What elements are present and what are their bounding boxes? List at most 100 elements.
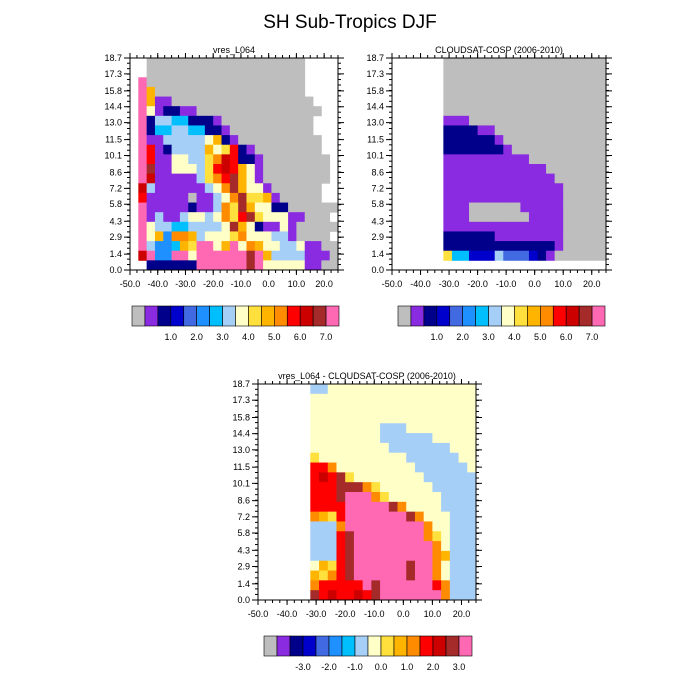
x-tick-label: 0.0 <box>262 279 275 289</box>
heatmap-cell <box>554 96 564 107</box>
heatmap-cell <box>296 154 306 165</box>
x-tick-label: 10.0 <box>554 279 572 289</box>
heatmap-cell <box>154 164 164 175</box>
heatmap-cell <box>554 173 564 184</box>
heatmap-cell <box>571 241 581 252</box>
colorbar-swatch <box>286 305 301 327</box>
heatmap-cell <box>288 183 297 194</box>
heatmap-cell <box>221 241 231 252</box>
colorbar: 1.0 2.0 3.0 4.0 5.0 6.0 7.0 <box>131 305 340 342</box>
heatmap-cell <box>321 212 331 223</box>
heatmap-cell <box>537 183 547 194</box>
heatmap-cell <box>388 570 398 581</box>
heatmap-cell <box>313 221 322 232</box>
y-tick-label: 0.0 <box>109 265 122 275</box>
heatmap-cell <box>196 96 206 107</box>
heatmap-cell <box>229 77 239 88</box>
heatmap-cell <box>196 86 206 97</box>
heatmap-cell <box>554 86 564 97</box>
heatmap-cell <box>279 77 289 88</box>
heatmap-cell <box>288 250 297 261</box>
heatmap-cell <box>494 221 504 232</box>
heatmap-cell <box>138 221 148 232</box>
heatmap-cell <box>163 58 172 69</box>
heatmap-cell <box>441 452 451 463</box>
heatmap-cell <box>271 125 281 136</box>
heatmap-cell <box>588 125 598 136</box>
heatmap-cell <box>254 125 264 136</box>
heatmap-cell <box>321 260 331 271</box>
heatmap-cell <box>163 221 172 232</box>
heatmap-cell <box>154 86 164 97</box>
colorbar-swatch <box>144 305 159 327</box>
heatmap-cell <box>563 192 573 203</box>
heatmap-cell <box>406 580 416 591</box>
x-tick-label: -20.0 <box>467 279 488 289</box>
heatmap-cell <box>469 154 478 165</box>
colorbar-swatch <box>341 635 356 657</box>
heatmap-cell <box>221 221 231 232</box>
heatmap-cell <box>380 590 390 601</box>
heatmap-cell <box>486 67 496 78</box>
heatmap-cell <box>397 452 407 463</box>
heatmap-cell <box>580 173 590 184</box>
heatmap-cell <box>432 570 442 581</box>
heatmap-cell <box>406 423 416 434</box>
heatmap-cell <box>388 511 398 522</box>
heatmap-cell <box>319 550 329 562</box>
heatmap-cell <box>546 58 556 69</box>
heatmap-cell <box>588 183 598 194</box>
heatmap-cell <box>154 241 164 252</box>
heatmap-cell <box>528 173 538 184</box>
heatmap-cell <box>441 570 451 581</box>
colorbar-label: 4.0 <box>242 332 255 342</box>
heatmap-cell <box>460 144 470 155</box>
heatmap-cell <box>546 231 556 242</box>
heatmap-cell <box>271 96 281 107</box>
heatmap-cell <box>571 77 581 88</box>
heatmap-cell <box>537 241 547 252</box>
heatmap-cell <box>154 260 164 271</box>
heatmap-cell <box>304 125 314 136</box>
heatmap-cell <box>271 250 281 261</box>
heatmap-cell <box>296 96 306 107</box>
y-tick-label: 13.0 <box>104 118 122 128</box>
heatmap-cell <box>460 125 470 136</box>
colorbar-swatch <box>406 635 421 657</box>
heatmap-cell <box>321 164 331 175</box>
heatmap-cell <box>221 125 231 136</box>
heatmap-cell <box>188 202 197 213</box>
heatmap-cell <box>163 183 172 194</box>
heatmap-cell <box>310 433 320 444</box>
heatmap-cell <box>154 115 164 126</box>
heatmap-cell <box>163 202 172 213</box>
heatmap-cell <box>486 58 496 69</box>
heatmap-cell <box>467 521 477 532</box>
heatmap-cell <box>263 106 272 117</box>
heatmap-cell <box>571 67 581 78</box>
heatmap-cell <box>271 58 281 69</box>
heatmap-cell <box>469 192 478 203</box>
heatmap-cell <box>345 531 355 542</box>
heatmap-cell <box>503 183 513 194</box>
heatmap-cell <box>477 164 487 175</box>
heatmap-cell <box>371 384 381 395</box>
heatmap-cell <box>188 241 197 252</box>
heatmap-cell <box>503 135 513 146</box>
heatmap-cell <box>345 541 355 552</box>
heatmap-cell <box>171 154 181 165</box>
heatmap-cell <box>467 570 477 581</box>
heatmap-cell <box>238 231 247 242</box>
heatmap-cell <box>597 86 607 97</box>
heatmap-cell <box>563 154 573 165</box>
heatmap-cell <box>319 393 329 405</box>
heatmap-cell <box>451 212 461 223</box>
heatmap-cell <box>546 202 556 213</box>
heatmap-cell <box>528 144 538 155</box>
heatmap-cell <box>563 250 573 261</box>
heatmap-cell <box>246 250 256 261</box>
colorbar-swatch <box>488 305 502 327</box>
colorbar-label: -3.0 <box>295 662 311 672</box>
heatmap-cell <box>388 423 398 434</box>
heatmap-cell <box>469 115 478 126</box>
